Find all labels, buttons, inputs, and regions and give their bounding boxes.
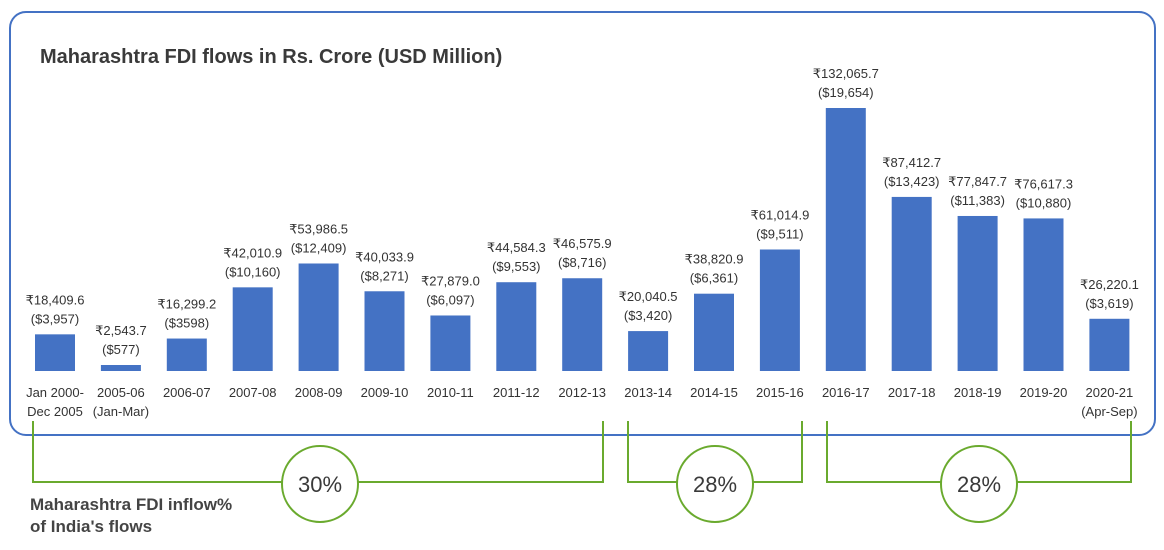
bar	[562, 278, 603, 371]
category-label: 2019-20	[1020, 385, 1068, 400]
bar-label-usd: ($6,097)	[426, 292, 474, 307]
bar-label-usd: ($13,423)	[884, 174, 940, 189]
bar-label-inr: ₹87,412.7	[882, 155, 941, 170]
bar-label-inr: ₹38,820.9	[685, 252, 744, 267]
category-label: 2007-08	[229, 385, 277, 400]
bar-label-usd: ($11,383)	[950, 193, 1005, 208]
bar-label-inr: ₹132,065.7	[813, 66, 879, 81]
bar-label-usd: ($6,361)	[690, 271, 738, 286]
bar-label-inr: ₹2,543.7	[95, 323, 147, 338]
bar	[298, 263, 339, 371]
bar-label-inr: ₹18,409.6	[26, 292, 85, 307]
bar-label-inr: ₹76,617.3	[1014, 176, 1073, 191]
bar-label-usd: ($10,160)	[225, 264, 281, 279]
bar	[957, 215, 998, 371]
category-label: 2013-14	[624, 385, 672, 400]
category-label: 2015-16	[756, 385, 804, 400]
bar	[759, 249, 800, 371]
bar	[496, 282, 537, 371]
category-label: 2018-19	[954, 385, 1002, 400]
bar-label-inr: ₹27,879.0	[421, 273, 480, 288]
bar-label-inr: ₹40,033.9	[355, 249, 414, 264]
chart-title: Maharashtra FDI flows in Rs. Crore (USD …	[40, 46, 502, 68]
category-label: Dec 2005	[27, 404, 83, 419]
bar	[1023, 218, 1064, 371]
bar-label-usd: ($3598)	[164, 316, 209, 331]
category-label: 2006-07	[163, 385, 211, 400]
share-percent: 30%	[298, 472, 342, 497]
share-percent: 28%	[957, 472, 1001, 497]
category-label: 2014-15	[690, 385, 738, 400]
bar-label-inr: ₹20,040.5	[619, 289, 678, 304]
bar-label-inr: ₹77,847.7	[948, 174, 1007, 189]
share-percent: 28%	[693, 472, 737, 497]
bar	[364, 291, 405, 371]
bar-label-inr: ₹53,986.5	[289, 221, 348, 236]
bar-label-usd: ($8,271)	[360, 268, 408, 283]
bar-label-inr: ₹44,584.3	[487, 240, 546, 255]
bar-label-usd: ($8,716)	[558, 255, 606, 270]
category-label: (Apr-Sep)	[1081, 404, 1137, 419]
bar-label-inr: ₹61,014.9	[750, 207, 809, 222]
bar-label-usd: ($9,511)	[756, 226, 803, 241]
bar	[628, 331, 669, 371]
bar	[166, 338, 207, 371]
bar	[1089, 318, 1130, 371]
category-label: Jan 2000-	[26, 385, 84, 400]
bar-label-inr: ₹26,220.1	[1080, 277, 1139, 292]
bar	[825, 108, 866, 371]
bar-label-usd: ($10,880)	[1016, 195, 1072, 210]
bar-label-inr: ₹16,299.2	[157, 297, 216, 312]
share-circle	[676, 445, 754, 523]
bar-label-usd: ($577)	[102, 342, 140, 357]
category-label: 2010-11	[427, 385, 474, 400]
bar	[232, 287, 273, 371]
category-label: 2009-10	[361, 385, 409, 400]
bar-label-usd: ($3,619)	[1085, 296, 1133, 311]
bar-label-inr: ₹46,575.9	[553, 236, 612, 251]
bar	[694, 293, 734, 371]
bar-label-usd: ($3,420)	[624, 308, 672, 323]
category-label: 2020-21	[1086, 385, 1134, 400]
category-label: 2017-18	[888, 385, 936, 400]
category-label: 2005-06	[97, 385, 145, 400]
category-label: 2012-13	[558, 385, 606, 400]
bar-label-inr: ₹42,010.9	[223, 245, 282, 260]
category-label: 2008-09	[295, 385, 343, 400]
category-label: (Jan-Mar)	[93, 404, 149, 419]
bar	[100, 365, 141, 371]
bar-label-usd: ($19,654)	[818, 85, 874, 100]
share-note-line-1: Maharashtra FDI inflow%	[30, 495, 232, 514]
bar-label-usd: ($12,409)	[291, 240, 347, 255]
bar	[430, 315, 471, 371]
bar-label-usd: ($9,553)	[492, 259, 540, 274]
bar	[35, 334, 75, 371]
bar	[891, 196, 932, 371]
bar-label-usd: ($3,957)	[31, 311, 79, 326]
share-note-line-2: of India's flows	[30, 517, 152, 536]
category-label: 2011-12	[493, 385, 540, 400]
chart-frame	[9, 11, 1156, 436]
category-label: 2016-17	[822, 385, 870, 400]
share-circle	[940, 445, 1018, 523]
share-circle	[281, 445, 359, 523]
